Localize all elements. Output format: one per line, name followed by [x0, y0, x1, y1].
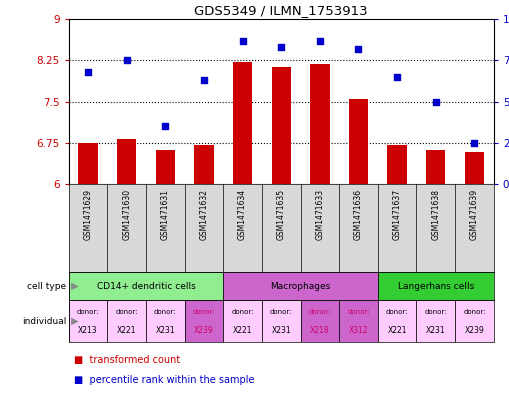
Bar — [387, 145, 407, 184]
Text: X221: X221 — [233, 326, 252, 335]
Text: X218: X218 — [310, 326, 330, 335]
Text: X231: X231 — [271, 326, 291, 335]
Bar — [156, 150, 175, 184]
Bar — [349, 99, 368, 184]
Point — [432, 99, 440, 105]
Text: donor:: donor: — [77, 309, 99, 315]
Text: GSM1471639: GSM1471639 — [470, 189, 479, 240]
Point — [277, 44, 285, 50]
Point — [200, 77, 208, 83]
Point — [123, 57, 131, 64]
Bar — [272, 67, 291, 184]
Bar — [300, 300, 339, 342]
Bar — [223, 300, 262, 342]
Text: CD14+ dendritic cells: CD14+ dendritic cells — [97, 282, 195, 290]
Text: GSM1471636: GSM1471636 — [354, 189, 363, 240]
Text: donor:: donor: — [116, 309, 138, 315]
Text: GSM1471635: GSM1471635 — [277, 189, 286, 240]
Text: GSM1471631: GSM1471631 — [161, 189, 170, 239]
Text: ■  percentile rank within the sample: ■ percentile rank within the sample — [74, 375, 254, 385]
Bar — [117, 139, 136, 184]
Text: donor:: donor: — [154, 309, 177, 315]
Text: GSM1471629: GSM1471629 — [83, 189, 93, 239]
Bar — [310, 64, 329, 184]
Point — [393, 74, 401, 80]
Text: X239: X239 — [194, 326, 214, 335]
Bar — [233, 62, 252, 184]
Text: GSM1471638: GSM1471638 — [431, 189, 440, 239]
Bar — [78, 143, 98, 184]
Text: X221: X221 — [117, 326, 136, 335]
Point — [84, 69, 92, 75]
Text: X221: X221 — [387, 326, 407, 335]
Text: donor:: donor: — [386, 309, 408, 315]
Bar — [378, 272, 494, 300]
Text: GSM1471637: GSM1471637 — [392, 189, 402, 240]
Text: GSM1471630: GSM1471630 — [122, 189, 131, 240]
Text: donor:: donor: — [270, 309, 293, 315]
Title: GDS5349 / ILMN_1753913: GDS5349 / ILMN_1753913 — [194, 4, 368, 17]
Bar — [185, 300, 223, 342]
Text: ▶: ▶ — [68, 316, 79, 326]
Text: ▶: ▶ — [68, 281, 79, 291]
Text: Langerhans cells: Langerhans cells — [398, 282, 474, 290]
Point — [161, 123, 169, 130]
Bar — [465, 152, 484, 184]
Bar — [339, 300, 378, 342]
Text: X231: X231 — [155, 326, 175, 335]
Bar — [69, 300, 107, 342]
Bar — [455, 300, 494, 342]
Text: donor:: donor: — [193, 309, 215, 315]
Bar — [416, 300, 455, 342]
Text: GSM1471632: GSM1471632 — [200, 189, 209, 239]
Text: donor:: donor: — [463, 309, 486, 315]
Text: X231: X231 — [426, 326, 445, 335]
Bar — [146, 300, 185, 342]
Text: GSM1471633: GSM1471633 — [316, 189, 324, 240]
Point — [316, 37, 324, 44]
Bar — [194, 145, 214, 184]
Point — [354, 46, 362, 52]
Text: individual: individual — [22, 317, 66, 326]
Point — [470, 140, 478, 146]
Text: donor:: donor: — [425, 309, 447, 315]
Bar — [262, 300, 300, 342]
Text: GSM1471634: GSM1471634 — [238, 189, 247, 240]
Point — [239, 37, 247, 44]
Text: donor:: donor: — [231, 309, 254, 315]
Text: donor:: donor: — [308, 309, 331, 315]
Bar — [69, 272, 223, 300]
Text: X239: X239 — [465, 326, 484, 335]
Text: X213: X213 — [78, 326, 98, 335]
Bar — [107, 300, 146, 342]
Text: ■  transformed count: ■ transformed count — [74, 355, 180, 365]
Text: X312: X312 — [349, 326, 369, 335]
Text: Macrophages: Macrophages — [270, 282, 331, 290]
Bar — [223, 272, 378, 300]
Text: cell type: cell type — [27, 282, 66, 290]
Bar — [378, 300, 416, 342]
Bar — [426, 150, 445, 184]
Text: donor:: donor: — [347, 309, 370, 315]
